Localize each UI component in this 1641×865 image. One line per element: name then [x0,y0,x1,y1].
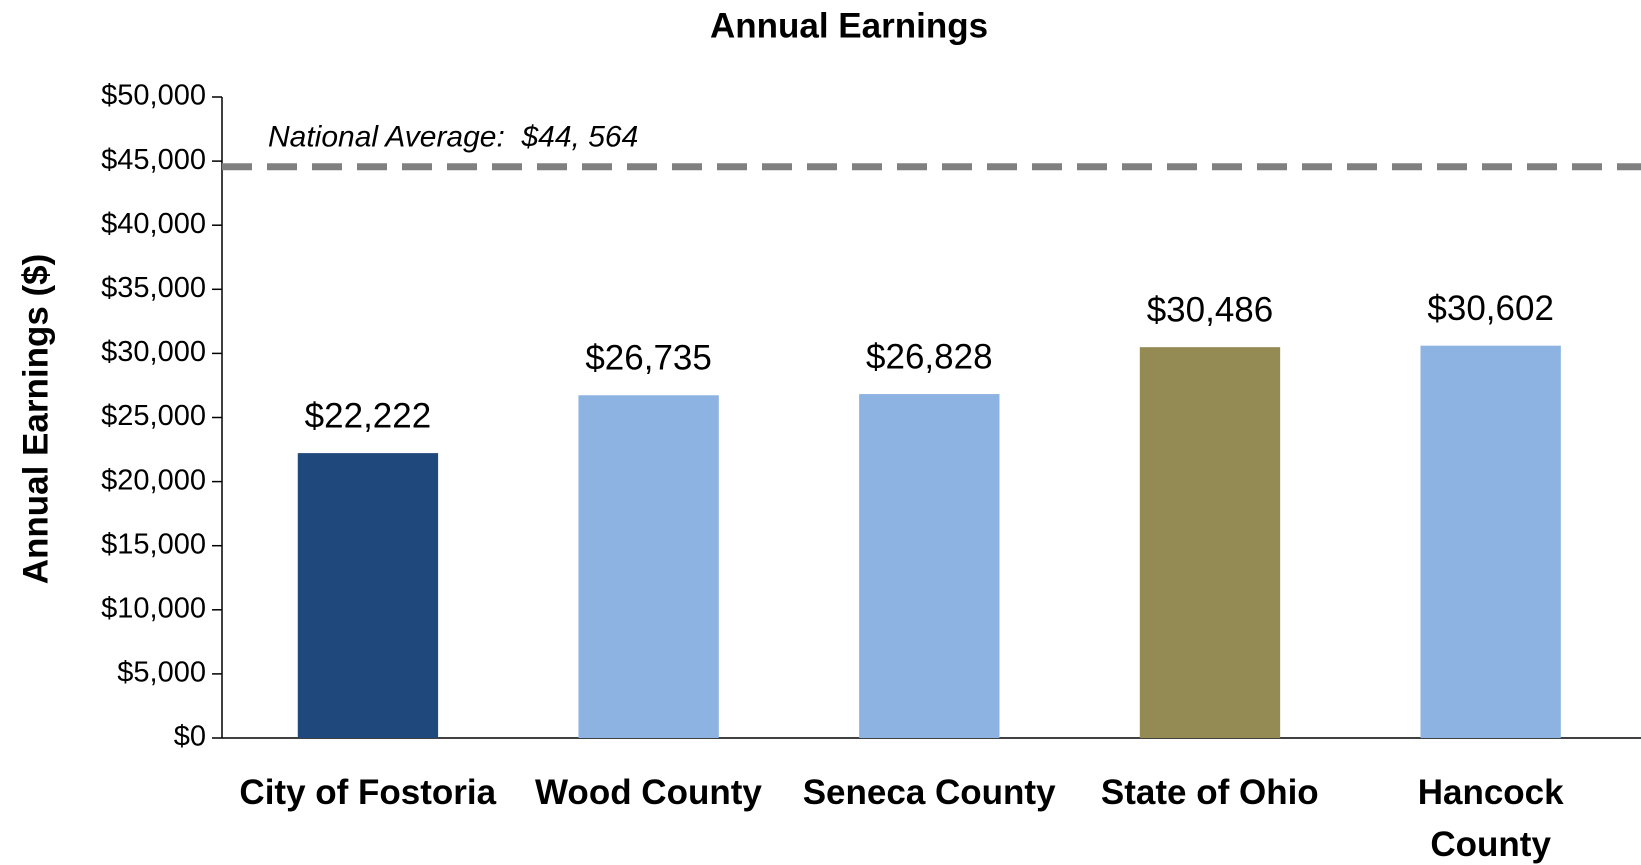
chart-title: Annual Earnings [710,6,988,45]
bar [578,395,719,738]
y-tick-label: $50,000 [101,80,206,112]
x-tick-label: Seneca County [802,773,1056,812]
data-label: $30,602 [1427,289,1554,328]
data-label: $22,222 [305,396,432,435]
data-label: $30,486 [1147,290,1274,329]
y-tick-label: $10,000 [101,592,206,624]
y-tick-label: $20,000 [101,464,206,496]
y-tick-label: $5,000 [117,657,206,689]
x-tick-label: Wood County [535,773,762,812]
bar [1139,347,1281,738]
x-tick-label: Hancock County [1417,773,1564,864]
y-tick-label: $45,000 [101,144,206,176]
data-label: $26,828 [866,337,993,376]
bar [297,453,439,738]
data-label: $26,735 [585,339,712,378]
y-tick-label: $35,000 [101,272,206,304]
y-tick-label: $30,000 [101,336,206,368]
y-tick-label: $0 [174,721,206,753]
y-tick-label: $40,000 [101,208,206,240]
y-tick-label: $25,000 [101,400,206,432]
bar [1420,345,1561,738]
x-tick-label: City of Fostoria [239,773,497,812]
bar [859,394,1000,738]
y-tick-label: $15,000 [101,528,206,560]
reference-label: National Average: $44, 564 [268,121,638,154]
x-tick-label: State of Ohio [1100,773,1319,812]
y-axis-label: Annual Earnings ($) [16,254,55,585]
